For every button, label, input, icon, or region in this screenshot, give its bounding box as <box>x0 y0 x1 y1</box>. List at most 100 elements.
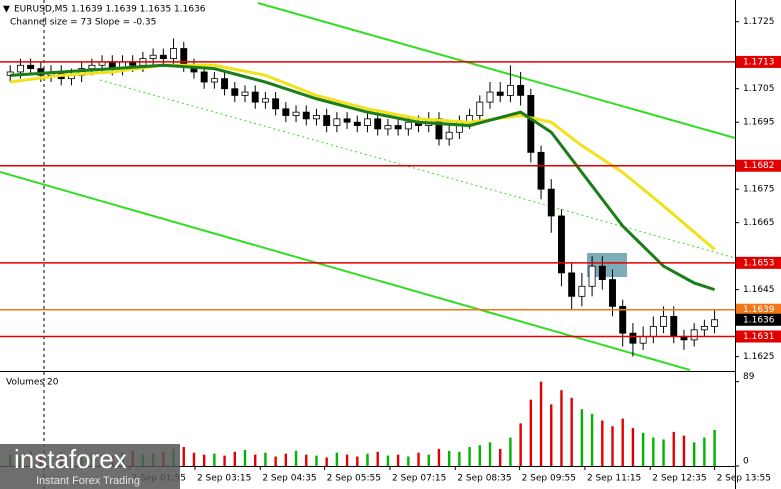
volume-bar <box>560 390 563 466</box>
volume-bar <box>447 450 451 466</box>
candle-body <box>282 108 290 116</box>
level-label: 1.1636 <box>743 315 775 325</box>
candle-body <box>547 188 555 217</box>
level-label: 1.1653 <box>743 258 775 268</box>
volume-bar <box>488 442 492 466</box>
volume-bar <box>417 452 420 466</box>
candle-body <box>384 125 392 130</box>
x-tick-label: 2 Sep 11:15 <box>587 474 641 484</box>
candle-body <box>537 151 545 190</box>
volume-bar <box>366 453 369 466</box>
volume-bar <box>641 432 645 466</box>
y-tick-label: 1.1725 <box>743 17 775 27</box>
volume-bar <box>590 413 594 466</box>
candle-body <box>374 118 382 130</box>
candle-body <box>364 118 371 126</box>
candle-body <box>629 332 637 344</box>
subtitle: Channel size = 73 Slope = -0.35 <box>10 18 156 28</box>
candle-body <box>343 118 351 123</box>
volume-bar <box>386 455 390 466</box>
candle-body <box>272 98 280 110</box>
volume-bar <box>315 455 318 466</box>
candle-body <box>149 54 157 59</box>
arrow: ▼ <box>3 5 10 15</box>
volume-bar <box>519 423 522 466</box>
volume-bar <box>396 454 400 466</box>
volume-bar <box>335 452 339 466</box>
volume-bar <box>692 442 696 466</box>
candle-body <box>292 111 300 116</box>
channel-upper <box>257 2 736 139</box>
x-tick-label: 2 Sep 07:15 <box>392 474 446 484</box>
candle-body <box>200 71 208 83</box>
x-tick-label: 2 Sep 04:35 <box>262 474 316 484</box>
candle-body <box>506 84 514 96</box>
volume-bar <box>356 456 359 466</box>
volume-bar <box>254 454 257 466</box>
watermark-tagline: Instant Forex Trading <box>36 475 140 487</box>
x-tick-label: 2 Sep 08:35 <box>457 474 511 484</box>
candle-body <box>711 319 719 327</box>
y-tick-label: 1.1625 <box>743 352 775 362</box>
volume-bar <box>611 426 614 466</box>
candle-body <box>649 326 657 337</box>
candle-body <box>16 64 24 73</box>
candle-body <box>312 115 320 120</box>
volume-bar <box>652 437 655 466</box>
level-label: 1.1639 <box>743 305 775 315</box>
level-label-bg <box>736 256 781 269</box>
candle-body <box>27 64 35 70</box>
candle-body <box>302 111 310 120</box>
volume-bar <box>682 435 686 466</box>
volume-bar <box>243 449 247 466</box>
candle-body <box>557 215 565 274</box>
volume-bar <box>662 439 665 466</box>
x-tick-label: 2 Sep 05:55 <box>327 474 381 484</box>
volume-tick-label: 0 <box>743 457 749 467</box>
y-tick-label: 1.1645 <box>743 285 775 295</box>
volume-bar <box>539 381 543 466</box>
volume-title: Volumes 20 <box>6 378 59 388</box>
y-tick-label: 1.1695 <box>743 118 775 128</box>
candle-body <box>588 265 596 287</box>
x-tick-label: 2 Sep 03:15 <box>197 474 251 484</box>
candle-body <box>690 329 698 341</box>
x-tick-label: 2 Sep 12:35 <box>652 474 706 484</box>
candle-body <box>210 78 218 83</box>
volume-bar <box>223 455 226 466</box>
volume-tick-label: 89 <box>743 372 755 382</box>
volume-bar <box>621 418 624 466</box>
level-label-bg <box>736 303 781 316</box>
candle-body <box>251 91 259 103</box>
volume-bar <box>458 451 461 466</box>
candle-body <box>159 54 167 59</box>
candle-body <box>660 316 668 327</box>
moving-average <box>10 63 716 292</box>
watermark-brand: instaforex <box>14 444 127 474</box>
candle-body <box>486 91 494 103</box>
y-tick-label: 1.1705 <box>743 84 775 94</box>
candle-body <box>476 101 484 116</box>
volume-bar <box>478 445 481 466</box>
volume-bar <box>284 453 288 466</box>
volume-bar <box>499 448 502 466</box>
volume-bar <box>294 450 298 466</box>
y-tick-label: 1.1665 <box>743 218 775 228</box>
volume-bar <box>631 428 635 466</box>
candle-body <box>241 91 249 96</box>
candle-body <box>170 48 178 59</box>
candle-body <box>639 336 647 344</box>
candle-body <box>353 121 361 126</box>
volume-bar <box>345 454 349 466</box>
volume-bar <box>509 437 512 466</box>
y-tick-label: 1.1675 <box>743 185 775 195</box>
candle-body <box>333 118 341 126</box>
volume-bar <box>233 451 236 466</box>
volume-bar <box>305 454 308 466</box>
candle-body <box>231 88 239 96</box>
level-label: 1.1631 <box>743 332 775 342</box>
candle-body <box>445 131 453 140</box>
volume-bar <box>264 452 267 466</box>
